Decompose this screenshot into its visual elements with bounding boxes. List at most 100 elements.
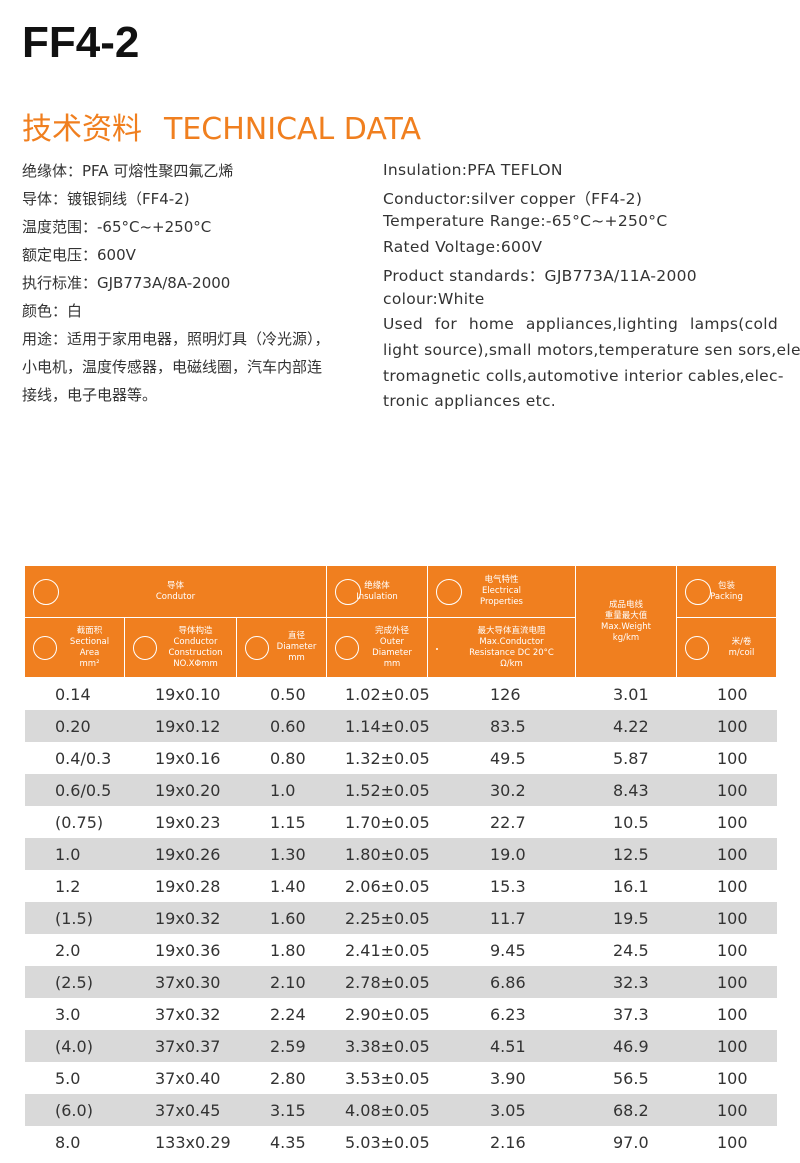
table-cell: 1.60 bbox=[270, 908, 306, 928]
section-title-cn: 技术资料 bbox=[22, 112, 142, 147]
header-line: 重量最大值 bbox=[604, 610, 648, 621]
column-header: 截面积 Sectional Area mm² bbox=[25, 618, 125, 678]
table-cell: 2.25±0.05 bbox=[345, 908, 430, 928]
table-cell: 1.02±0.05 bbox=[345, 684, 430, 704]
table-cell: 126 bbox=[490, 684, 521, 704]
spec-cn: 温度范围：-65°C~+250°C bbox=[22, 218, 212, 236]
table-cell: 1.14±0.05 bbox=[345, 716, 430, 736]
table-cell: 56.5 bbox=[613, 1068, 649, 1088]
header-line: Sectional bbox=[69, 636, 110, 647]
header-line: m/coil bbox=[728, 647, 755, 658]
table-cell: 8.43 bbox=[613, 780, 649, 800]
header-line: Outer bbox=[379, 636, 405, 647]
table-cell: 37x0.40 bbox=[155, 1068, 221, 1088]
header-line: Construction bbox=[168, 647, 223, 658]
header-line: 电气特性 bbox=[484, 575, 519, 585]
header-line: Ω/km bbox=[500, 658, 523, 669]
table-cell: 68.2 bbox=[613, 1100, 649, 1120]
table-cell: 15.3 bbox=[490, 876, 526, 896]
table-cell: 19x0.16 bbox=[155, 748, 221, 768]
table-cell: 0.80 bbox=[270, 748, 306, 768]
table-cell: 2.16 bbox=[490, 1132, 526, 1152]
table-cell: 2.06±0.05 bbox=[345, 876, 430, 896]
header-icon bbox=[133, 635, 157, 660]
header-line: 绝缘体 bbox=[364, 580, 390, 591]
table-cell: 100 bbox=[717, 1068, 748, 1088]
header-icon bbox=[335, 635, 359, 660]
row-band bbox=[25, 774, 777, 806]
row-band bbox=[25, 838, 777, 870]
table-cell: 2.80 bbox=[270, 1068, 306, 1088]
group-header: 电气特性 Electrical Properties bbox=[428, 566, 576, 618]
table-cell: 22.7 bbox=[490, 812, 526, 832]
header-line: Insulation bbox=[356, 591, 398, 602]
header-line: Area bbox=[79, 647, 100, 658]
row-band bbox=[25, 902, 777, 934]
group-header: 包装 Packing bbox=[677, 566, 777, 618]
table-cell: 100 bbox=[717, 748, 748, 768]
table-cell: 8.0 bbox=[55, 1132, 81, 1152]
table-cell: 19x0.32 bbox=[155, 908, 221, 928]
table-cell: 1.70±0.05 bbox=[345, 812, 430, 832]
table-cell: 0.4/0.3 bbox=[55, 748, 112, 768]
table-cell: 3.15 bbox=[270, 1100, 306, 1120]
spec-en: light source),small motors,temperature s… bbox=[383, 340, 800, 359]
header-icon bbox=[685, 635, 709, 660]
table-cell: 100 bbox=[717, 780, 748, 800]
header-icon bbox=[245, 635, 269, 660]
table-cell: 16.1 bbox=[613, 876, 649, 896]
table-cell: 19x0.36 bbox=[155, 940, 221, 960]
header-line: Diameter bbox=[276, 642, 317, 652]
table-cell: 100 bbox=[717, 1004, 748, 1024]
header-line: 米/卷 bbox=[731, 636, 752, 647]
table-cell: 4.22 bbox=[613, 716, 649, 736]
header-icon bbox=[33, 578, 59, 605]
table-cell: 5.03±0.05 bbox=[345, 1132, 430, 1152]
column-header: 米/卷 m/coil bbox=[677, 618, 777, 678]
table-cell: (1.5) bbox=[55, 908, 93, 928]
table-cell: 1.0 bbox=[270, 780, 296, 800]
header-line: Properties bbox=[480, 597, 523, 607]
table-cell: 1.52±0.05 bbox=[345, 780, 430, 800]
row-band bbox=[25, 966, 777, 998]
table-cell: 12.5 bbox=[613, 844, 649, 864]
table-cell: 10.5 bbox=[613, 812, 649, 832]
header-line: Max.Conductor bbox=[479, 636, 544, 647]
spec-en: tronic appliances etc. bbox=[383, 392, 557, 411]
header-icon bbox=[33, 635, 57, 660]
section-title-en: TECHNICAL DATA bbox=[164, 112, 422, 147]
spec-en: tromagnetic colls,automotive interior ca… bbox=[383, 366, 784, 385]
spec-cn: 小电机，温度传感器，电磁线圈，汽车内部连 bbox=[22, 358, 323, 376]
table-cell: 1.80 bbox=[270, 940, 306, 960]
table-cell: 2.59 bbox=[270, 1036, 306, 1056]
spec-en: Rated Voltage:600V bbox=[383, 238, 543, 257]
table-cell: 46.9 bbox=[613, 1036, 649, 1056]
table-cell: 4.35 bbox=[270, 1132, 306, 1152]
header-line: Condutor bbox=[155, 591, 196, 602]
header-line: mm² bbox=[79, 658, 100, 669]
table-cell: 2.24 bbox=[270, 1004, 306, 1024]
header-line: mm bbox=[288, 653, 305, 663]
table-cell: 3.01 bbox=[613, 684, 649, 704]
header-line: 包装 bbox=[717, 580, 735, 591]
table-cell: 19x0.20 bbox=[155, 780, 221, 800]
table-cell: 100 bbox=[717, 812, 748, 832]
header-icon bbox=[335, 578, 361, 605]
spec-cn: 导体：镀银铜线（FF4-2) bbox=[22, 190, 190, 208]
table-cell: 37x0.32 bbox=[155, 1004, 221, 1024]
group-header: 导体 Condutor bbox=[25, 566, 327, 618]
table-cell: 0.20 bbox=[55, 716, 91, 736]
spec-cn: 接线，电子电器等。 bbox=[22, 386, 158, 404]
header-line: 成品电线 bbox=[608, 599, 643, 610]
table-cell: 6.23 bbox=[490, 1004, 526, 1024]
table-cell: 3.38±0.05 bbox=[345, 1036, 430, 1056]
table-cell: 37x0.45 bbox=[155, 1100, 221, 1120]
table-cell: 83.5 bbox=[490, 716, 526, 736]
table-cell: 1.80±0.05 bbox=[345, 844, 430, 864]
table-cell: 4.51 bbox=[490, 1036, 526, 1056]
table-cell: 100 bbox=[717, 940, 748, 960]
table-cell: 32.3 bbox=[613, 972, 649, 992]
row-band bbox=[25, 1094, 777, 1126]
header-line: 最大导体直流电阻 bbox=[477, 625, 546, 636]
